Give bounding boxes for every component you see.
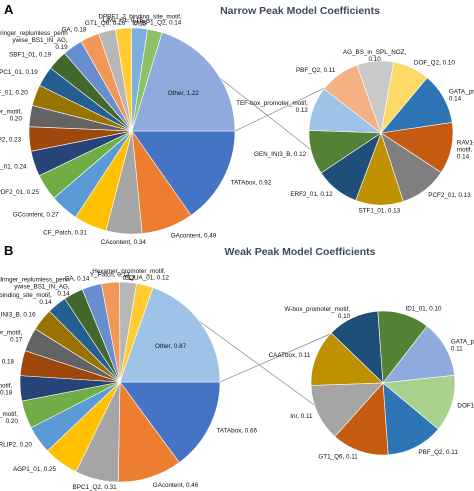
- a-main-label-ipdf2-01: IPDF2_01, 0.25: [0, 189, 39, 196]
- a-other-label-tef-box-promoter-motif: TEF-box_promoter_motif, 0.12: [236, 100, 308, 114]
- b-main-label-erf2-01: ERF2_01, 0.18: [0, 358, 14, 365]
- a-other-slice-gen-ini3-b: [308, 130, 382, 174]
- a-other-pie: [308, 60, 454, 206]
- b-main-label-tef-box-promoter-motif: TEF-box_promoter_motif,0.17: [0, 330, 23, 344]
- panel-b-chart: TATAbox, 0.66 GAcontent, 0.46 BPC1_Q2, 0.3…: [0, 268, 474, 491]
- b-main-label-sorlip2: SORLIP2, 0.20: [0, 442, 32, 449]
- a-other-label-rav1-a-binding-site-motif: RAV1-A_binding_site_motif,0.14: [457, 140, 474, 161]
- a-main-label-bellringer-replumless-pennywise-bs1-in-ag: Bellringer_replumless_pennywise_BS1_IN_A…: [0, 30, 68, 51]
- b-other-slice-gt1-q6: [334, 382, 389, 456]
- a-other-label-pcf2-01: PCF2_01, 0.13: [428, 192, 471, 199]
- b-main-labels: TATAbox, 0.66 GAcontent, 0.46 BPC1_Q2, 0.3…: [0, 268, 257, 491]
- panel-a-chart: TATAbox, 0.92 GAcontent, 0.49 CAcontent, 0…: [0, 14, 474, 246]
- a-other-label-gen-ini3-b: GEN_INI3_B, 0.12: [254, 151, 307, 158]
- b-other-slice-caatbox: [310, 332, 384, 386]
- b-main-label-gacontent: GAcontent, 0.46: [153, 482, 199, 489]
- b-other-pie: [310, 310, 456, 456]
- b-main-slice-other: [119, 287, 221, 383]
- a-other-label-stf1-01: STF1_01, 0.13: [358, 208, 400, 215]
- b-other-label-dof1-01: DOF1_01, 0.11: [457, 403, 474, 410]
- b-main-label-y-patch: Y_Patch, 0.13: [90, 272, 130, 279]
- a-main-label-dpbf1-2-binding-site-motif: DPBF1_2_binding_site_motif, 0.15: [98, 14, 182, 28]
- b-main-label-squa-01: SQUA_01, 0.12: [125, 274, 170, 281]
- b-main-label-ga: GA, 0.14: [65, 275, 90, 282]
- panel-a-letter: A: [4, 2, 14, 17]
- a-main-label-sorlip2: SORLIP2, 0.23: [0, 137, 22, 144]
- b-main-label-rav1-b-binding-site-motif: RAV1-B_binding_site_motif,0.14: [0, 292, 52, 306]
- b-other-slice-pbf-q2: [382, 382, 439, 456]
- a-other-label-dof-q2: DOF_Q2, 0.10: [414, 60, 455, 67]
- a-main-label-cacontent: CAcontent, 0.34: [101, 239, 147, 246]
- panel-b-title: Weak Peak Model Coefficients: [225, 246, 376, 258]
- a-main-label-sbf1-01: SBF1_01, 0.19: [9, 52, 52, 59]
- b-other-label-caatbox: CAATbox, 0.11: [269, 352, 311, 359]
- a-main-labels: TATAbox, 0.92 GAcontent, 0.49 CAcontent, 0…: [0, 14, 272, 246]
- b-other-label-gata-promoter-motif-lre: GATA_promoter_motif_LRE,0.11: [451, 339, 474, 353]
- b-other-slice-dof1-01: [382, 374, 456, 430]
- a-other-label-pbf-q2: PBF_Q2, 0.11: [296, 67, 336, 74]
- b-other-label-gt1-q6: GT1_Q6, 0.11: [318, 454, 358, 461]
- b-main-slice-tatabox: [119, 381, 221, 463]
- a-main-label-embp1-q2: EMBP1_Q2, 0.14: [132, 20, 182, 27]
- a-main-label-gacontent: GAcontent, 0.49: [171, 232, 217, 239]
- b-other-slice-gata-promoter-motif-lre: [382, 325, 455, 384]
- b-other-label-w-box-promoter-motif: W-box_promoter_motif, 0.10: [284, 306, 350, 320]
- a-main-pie: [28, 27, 236, 235]
- b-other-labels: CAATbox, 0.11 W-box_promoter_motif, 0.10 ID…: [269, 306, 474, 461]
- b-main-label-other: Other, 0.87: [155, 343, 187, 350]
- b-other-slice-inr: [310, 382, 384, 437]
- a-main-label-ga: GA, 0.18: [62, 27, 87, 34]
- b-other-label-id1-01: ID1_01, 0.10: [406, 306, 443, 313]
- a-other-label-erf2-01: ERF2_01, 0.12: [290, 191, 333, 198]
- b-main-label-agp1-01: AGP1_01, 0.25: [13, 466, 57, 473]
- a-main-label-hexamer-promoter-motif: Hexamer_promoter_motif,0.20: [0, 108, 22, 122]
- b-other-label-inr: Inr, 0.11: [290, 413, 313, 420]
- a-main-label-squa-01: SQUA_01, 0.24: [0, 163, 27, 170]
- a-main-slice-other: [131, 32, 236, 132]
- b-main-label-rav1-a-binding-site-motif: RAV1-A_binding_site_motif,0.18: [0, 382, 13, 396]
- a-main-label-gt1-q6: GT1_Q6, 0.16: [85, 20, 125, 27]
- a-main-label-pbf-01: PBF_01, 0.20: [0, 89, 28, 96]
- a-other-label-ag-bs-in-spl-noz: AG_BS_in_SPL_NOZ, 0.10: [343, 49, 407, 63]
- a-main-label-cf-patch: CF_Patch, 0.31: [43, 230, 87, 237]
- b-main-label-bpc1-q2: BPC1_Q2, 0.31: [73, 484, 118, 491]
- b-main-pie: [19, 281, 221, 483]
- a-main-label-other: Other, 1.22: [168, 90, 200, 97]
- b-other-label-pbf-q2: PBF_Q2, 0.11: [418, 449, 458, 456]
- a-main-label-gccontent: GCcontent, 0.27: [13, 212, 59, 219]
- a-main-label-lim1-01: LIM1_01, 0.15: [103, 17, 144, 24]
- b-main-label-gen-ini3-b: GEN_INI3_B, 0.16: [0, 312, 36, 319]
- b-main-label-bellringer-replumless-pennywise-bs1-in-ag: Bellringer_replumless_pennywise_BS1_IN_A…: [0, 277, 70, 298]
- a-main-label-tatabox: TATAbox, 0.92: [231, 179, 272, 186]
- a-other-labels: TEF-box_promoter_motif, 0.12 PBF_Q2, 0.11 A…: [236, 49, 474, 215]
- panel-a-title: Narrow Peak Model Coefficients: [220, 5, 380, 17]
- b-main-label-hexamer-promoter-motif: Hexamer_promoter_motif, 0.12: [92, 268, 165, 282]
- b-main-label-myb4-binding-site-motif: MYB4_binding_site_motif,0.20: [0, 411, 18, 425]
- a-other-label-gata-promoter-motif-lre: GATA_promoter_motif_LRE,0.14: [449, 89, 474, 103]
- b-main-label-tatabox: TATAbox, 0.66: [216, 428, 257, 435]
- a-main-label-bpc1-01: BPC1_01, 0.19: [0, 69, 38, 76]
- a-main-slice-tatabox: [131, 130, 236, 216]
- panel-b-letter: B: [4, 243, 13, 258]
